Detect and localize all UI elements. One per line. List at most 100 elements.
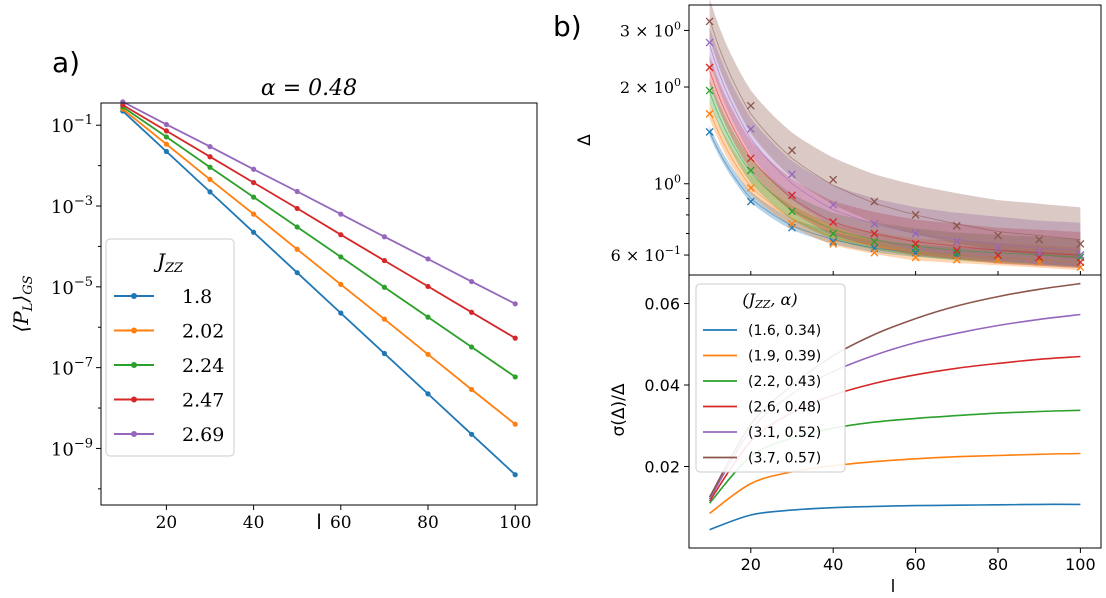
- x-marker: [788, 191, 796, 200]
- x-marker: [746, 101, 755, 110]
- scatter-point: [746, 166, 755, 175]
- fit-line-(3.1, 0.52): [709, 44, 1081, 251]
- panel-a-frame: [100, 102, 538, 506]
- scatter-point: [994, 244, 1002, 253]
- data-point: [294, 188, 300, 195]
- y-tick-label: 10−7: [51, 356, 93, 380]
- panel-b-legend-title: (JZZ, α): [742, 290, 797, 311]
- x-marker: [705, 109, 714, 118]
- data-point: [207, 144, 213, 150]
- fit-line-(2.2, 0.43): [709, 91, 1081, 258]
- y-tick-label: 10−9: [51, 436, 93, 460]
- scatter-point: [952, 248, 961, 257]
- x-marker: [705, 38, 714, 47]
- x-tick-label: 100: [499, 513, 531, 533]
- data-point: [381, 284, 387, 290]
- legend-marker: [131, 293, 137, 299]
- data-point: [469, 344, 475, 350]
- panel-b-bottom-ylabel: σ(Δ)/Δ: [609, 383, 629, 436]
- scatter-point: [829, 237, 838, 246]
- y-tick-label: 0.06: [644, 295, 680, 314]
- scatter-point: [870, 237, 879, 246]
- series-line-2.24: [122, 106, 516, 378]
- x-marker: [952, 221, 961, 230]
- data-point: [381, 350, 387, 357]
- x-marker: [746, 184, 755, 192]
- y-tick-label: 10−5: [51, 275, 93, 299]
- x-marker: [788, 219, 796, 228]
- data-point: [512, 335, 518, 341]
- x-marker: [746, 197, 755, 206]
- scatter-point: [788, 219, 796, 228]
- scatter-point: [829, 175, 838, 184]
- series-line-(1.6, 0.34): [709, 503, 1081, 531]
- x-marker: [829, 237, 838, 246]
- x-marker: [911, 210, 920, 219]
- data-point: [512, 301, 518, 307]
- legend-label: (2.6, 0.48): [748, 400, 821, 416]
- x-marker: [994, 251, 1002, 259]
- panel-b-bottom: 20 40 60 80 100 0.02 0.04 0.06 l σ(Δ)/Δ (JZZ, …: [609, 274, 1102, 597]
- scatter-point: [705, 63, 714, 72]
- data-point: [381, 257, 387, 264]
- panel-b-top-ylabel: Δ: [575, 134, 595, 146]
- data-point: [207, 189, 213, 195]
- x-marker: [788, 170, 796, 179]
- panel-b-legend-box: [695, 283, 846, 473]
- scatter-point: [911, 253, 920, 262]
- scatter-point: [746, 154, 755, 163]
- legend-label: (3.1, 0.52): [748, 425, 821, 441]
- panel-a-title: α = 0.48: [261, 76, 357, 101]
- legend-marker: [131, 431, 137, 437]
- data-point: [338, 281, 344, 288]
- x-marker: [788, 146, 796, 155]
- scatter-point: [829, 229, 838, 238]
- x-marker: [829, 200, 838, 209]
- panel-b-bottom-legend: (JZZ, α) (1.6, 0.34) (1.9, 0.39) (2.2, 0.4…: [695, 283, 846, 473]
- x-tick-label: 40: [823, 555, 843, 574]
- data-point: [163, 148, 169, 155]
- data-point: [294, 205, 300, 212]
- series-line-2.47: [122, 104, 516, 339]
- series-line-1.8: [122, 110, 516, 476]
- scatter-point: [705, 17, 714, 26]
- data-point: [469, 386, 475, 393]
- data-point: [294, 270, 300, 276]
- scatter-point: [705, 86, 714, 95]
- x-marker: [952, 255, 961, 264]
- panel-a-ylabel: ⟨PL⟩GS: [9, 275, 36, 332]
- data-point: [512, 374, 518, 380]
- panel-a-legend-box: [105, 238, 235, 457]
- panel-b-bottom-frame: [688, 274, 1102, 549]
- data-point: [338, 232, 344, 238]
- data-point: [251, 229, 257, 235]
- scatter-point: [870, 219, 879, 228]
- data-point: [251, 166, 257, 172]
- x-tick-label: 80: [988, 555, 1008, 574]
- scatter-point: [911, 229, 920, 238]
- legend-label: 1.8: [182, 286, 212, 308]
- legend-marker: [131, 362, 137, 368]
- data-point: [251, 194, 257, 200]
- x-marker: [829, 218, 838, 227]
- confidence-band-(1.9, 0.39): [709, 101, 1081, 271]
- data-point: [251, 211, 257, 217]
- y-tick-label: 0.04: [644, 376, 680, 395]
- legend-marker: [131, 396, 137, 403]
- data-point: [425, 351, 431, 357]
- scatter-point: [911, 210, 920, 219]
- data-point: [163, 121, 169, 128]
- x-tick-label: 60: [330, 513, 352, 533]
- scatter-point: [705, 127, 714, 136]
- data-point: [207, 164, 213, 170]
- legend-label: 2.69: [182, 424, 224, 446]
- x-tick-label: 20: [156, 513, 178, 533]
- scatter-point: [952, 221, 961, 230]
- data-point: [512, 421, 518, 427]
- data-point: [338, 254, 344, 260]
- scatter-point: [788, 207, 796, 216]
- scatter-point: [911, 239, 920, 248]
- x-marker: [994, 231, 1002, 240]
- x-marker: [705, 17, 714, 26]
- y-tick-label: 3 × 100: [620, 19, 681, 40]
